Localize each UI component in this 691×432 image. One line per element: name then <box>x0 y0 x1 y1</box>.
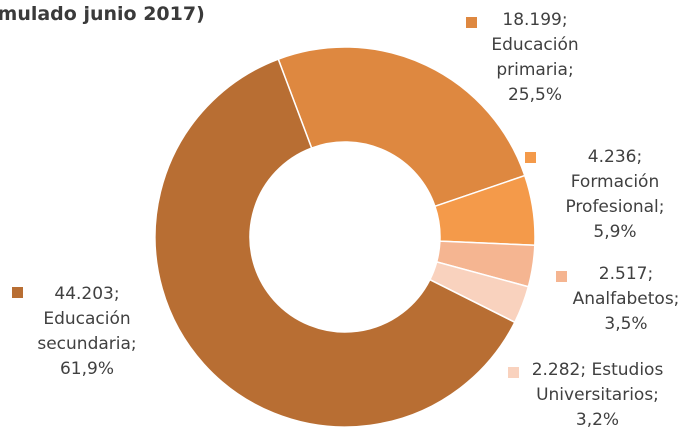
data-label-line: 18.199; <box>502 10 568 30</box>
data-label-educacion-primaria: 18.199; Educación primaria; 25,5% <box>480 8 590 108</box>
data-label-line: 44.203; <box>54 284 120 304</box>
data-label-line: Educación <box>491 35 579 55</box>
data-label-line: 61,9% <box>59 359 114 379</box>
label-swatch-analfabetos <box>556 271 567 282</box>
donut-slice-educacion-primaria <box>277 46 526 208</box>
data-label-formacion-profesional: 4.236; Formación Profesional; 5,9% <box>560 145 670 245</box>
data-label-line: 2.517; <box>598 264 654 284</box>
data-label-line: 4.236; <box>587 147 643 167</box>
data-label-line: 5,9% <box>593 222 637 242</box>
data-label-line: Formación <box>570 172 660 192</box>
data-label-line: secundaria; <box>37 334 137 354</box>
label-swatch-estudios-universitarios <box>508 367 519 378</box>
donut-slices <box>154 46 536 428</box>
data-label-line: 2.282; Estudios <box>531 360 664 380</box>
data-label-line: Universitarios; <box>536 385 659 405</box>
label-swatch-formacion-profesional <box>525 152 536 163</box>
data-label-analfabetos: 2.517; Analfabetos; 3,5% <box>566 262 686 337</box>
label-swatch-educacion-secundaria <box>12 287 23 298</box>
data-label-line: primaria; <box>496 60 574 80</box>
chart-title: umulado junio 2017) <box>0 3 205 25</box>
data-label-line: Analfabetos; <box>572 289 680 309</box>
data-label-line: 25,5% <box>507 85 562 105</box>
data-label-line: Profesional; <box>565 197 665 217</box>
data-label-educacion-secundaria: 44.203; Educación secundaria; 61,9% <box>32 282 142 382</box>
data-label-estudios-universitarios: 2.282; Estudios Universitarios; 3,2% <box>520 358 675 432</box>
data-label-line: 3,5% <box>604 314 648 334</box>
data-label-line: Educación <box>43 309 131 329</box>
label-swatch-educacion-primaria <box>466 17 477 28</box>
donut-slice-educacion-secundaria <box>154 58 516 428</box>
data-label-line: 3,2% <box>575 410 620 430</box>
